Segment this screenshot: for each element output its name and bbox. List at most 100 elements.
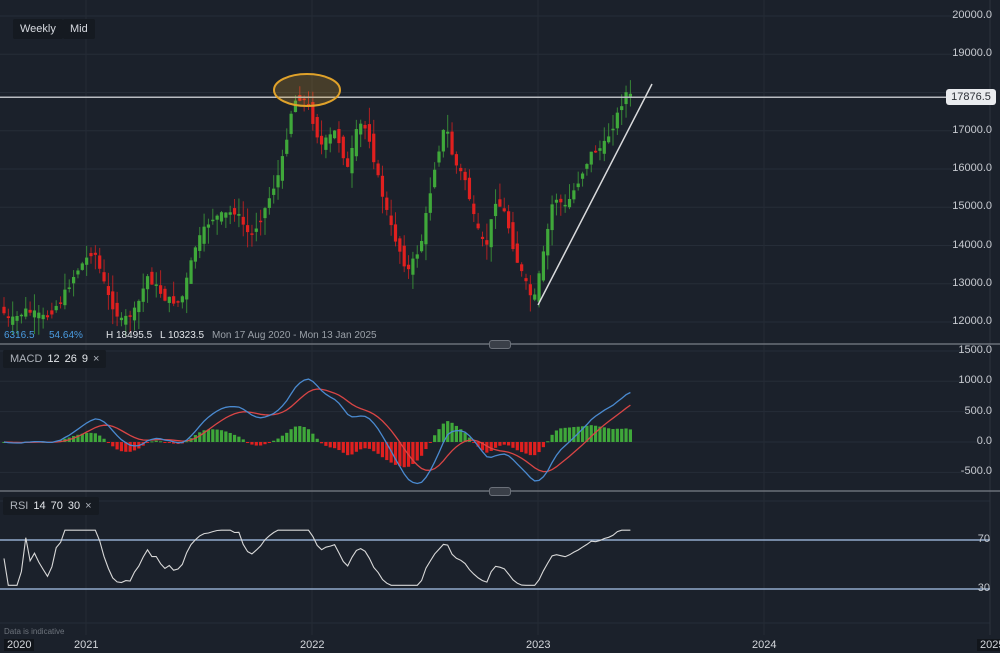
macd-histogram-bar <box>424 442 428 450</box>
candle-up <box>11 316 15 325</box>
candle-up <box>493 203 498 217</box>
candle-up <box>624 92 628 105</box>
candle-down <box>306 104 311 106</box>
candle-down <box>315 117 319 138</box>
x-axis-band <box>0 635 1000 653</box>
macd-histogram-bar <box>363 442 367 449</box>
candle-up <box>154 284 158 286</box>
candle-up <box>433 169 437 188</box>
candle-up <box>124 315 128 325</box>
candle-down <box>480 236 485 239</box>
candle-up <box>67 287 71 289</box>
candle-down <box>467 177 472 200</box>
candle-down <box>363 124 367 129</box>
macd-histogram-bar <box>315 438 319 442</box>
macd-histogram-bar <box>106 442 110 443</box>
candle-up <box>76 270 80 275</box>
macd-histogram-bar <box>537 442 541 453</box>
macd-histogram-bar <box>611 429 615 442</box>
candle-up <box>285 139 289 154</box>
candle-up <box>415 254 419 259</box>
candle-down <box>93 252 97 255</box>
candle-down <box>367 124 371 142</box>
price-type-selector[interactable]: Mid <box>63 19 95 39</box>
candle-down <box>376 163 380 176</box>
candle-up <box>598 148 602 151</box>
info-date-range: Mon 17 Aug 2020 - Mon 13 Jan 2025 <box>212 330 377 341</box>
candle-up <box>576 183 580 188</box>
x-label-2021: 2021 <box>74 639 99 651</box>
macd-histogram-bar <box>420 442 424 456</box>
macd-histogram-bar <box>598 426 602 442</box>
candle-up <box>228 212 232 215</box>
candle-up <box>185 277 189 300</box>
candle-up <box>589 151 593 165</box>
candle-down <box>337 129 341 144</box>
macd-histogram-bar <box>359 442 363 450</box>
candle-up <box>554 199 559 203</box>
macd-histogram-bar <box>115 442 119 450</box>
candle-up <box>41 314 45 320</box>
macd-histogram-bar <box>328 442 332 448</box>
candle-up <box>607 136 611 143</box>
macd-histogram-bar <box>167 442 171 443</box>
candle-down <box>454 154 458 166</box>
candle-up <box>19 314 23 317</box>
macd-histogram-bar <box>280 435 284 442</box>
macd-histogram-bar <box>298 426 302 442</box>
interval-selector[interactable]: Weekly <box>13 19 63 39</box>
rsi-line <box>3 529 631 586</box>
rsi-lower: 30 <box>67 500 81 512</box>
candle-down <box>385 197 389 210</box>
candle-down <box>89 253 93 257</box>
candle-up <box>145 276 150 290</box>
macd-histogram-bar <box>507 442 511 446</box>
macd-histogram-bar <box>594 425 598 442</box>
y-tick-label: 70 <box>977 533 990 545</box>
candle-up <box>541 251 545 281</box>
macd-histogram-bar <box>620 428 624 442</box>
close-rsi-icon[interactable]: × <box>85 500 92 512</box>
candle-up <box>293 100 298 113</box>
macd-histogram-bar <box>119 442 124 452</box>
macd-histogram-bar <box>559 428 563 442</box>
macd-label: MACD <box>10 353 43 365</box>
candle-down <box>45 315 50 318</box>
candle-up <box>267 198 271 208</box>
candle-down <box>502 208 506 212</box>
trendline <box>537 83 653 306</box>
candle-down <box>298 95 302 101</box>
macd-slow: 26 <box>64 353 77 365</box>
macd-histogram-bar <box>428 442 432 443</box>
candle-down <box>402 245 406 267</box>
macd-histogram-bar <box>289 429 293 442</box>
macd-rsi-divider-handle[interactable] <box>489 487 511 496</box>
macd-histogram-bar <box>376 442 380 454</box>
candle-up <box>137 300 141 313</box>
macd-histogram-bar <box>72 436 76 442</box>
x-label-2024: 2024 <box>752 639 777 651</box>
macd-histogram-bar <box>454 425 458 442</box>
candle-down <box>594 150 598 153</box>
macd-histogram-bar <box>215 429 219 442</box>
macd-histogram-bar <box>493 442 498 448</box>
candle-down <box>498 199 502 207</box>
candle-up <box>132 307 137 321</box>
price-macd-divider-handle[interactable] <box>489 340 511 349</box>
macd-histogram-bar <box>541 442 545 448</box>
candle-up <box>167 296 171 303</box>
macd-histogram-bar <box>446 421 450 442</box>
candle-up <box>354 129 358 157</box>
candle-down <box>459 167 463 172</box>
macd-histogram-bar <box>219 430 224 442</box>
macd-histogram-bar <box>554 430 559 442</box>
candle-down <box>6 316 10 319</box>
y-tick-label: 12000.0 <box>952 315 992 327</box>
candle-up <box>489 219 493 248</box>
candle-up <box>54 305 58 311</box>
close-macd-icon[interactable]: × <box>93 353 100 365</box>
candle-down <box>246 225 250 233</box>
y-tick-label: 0.0 <box>976 435 992 447</box>
candle-up <box>141 288 145 302</box>
